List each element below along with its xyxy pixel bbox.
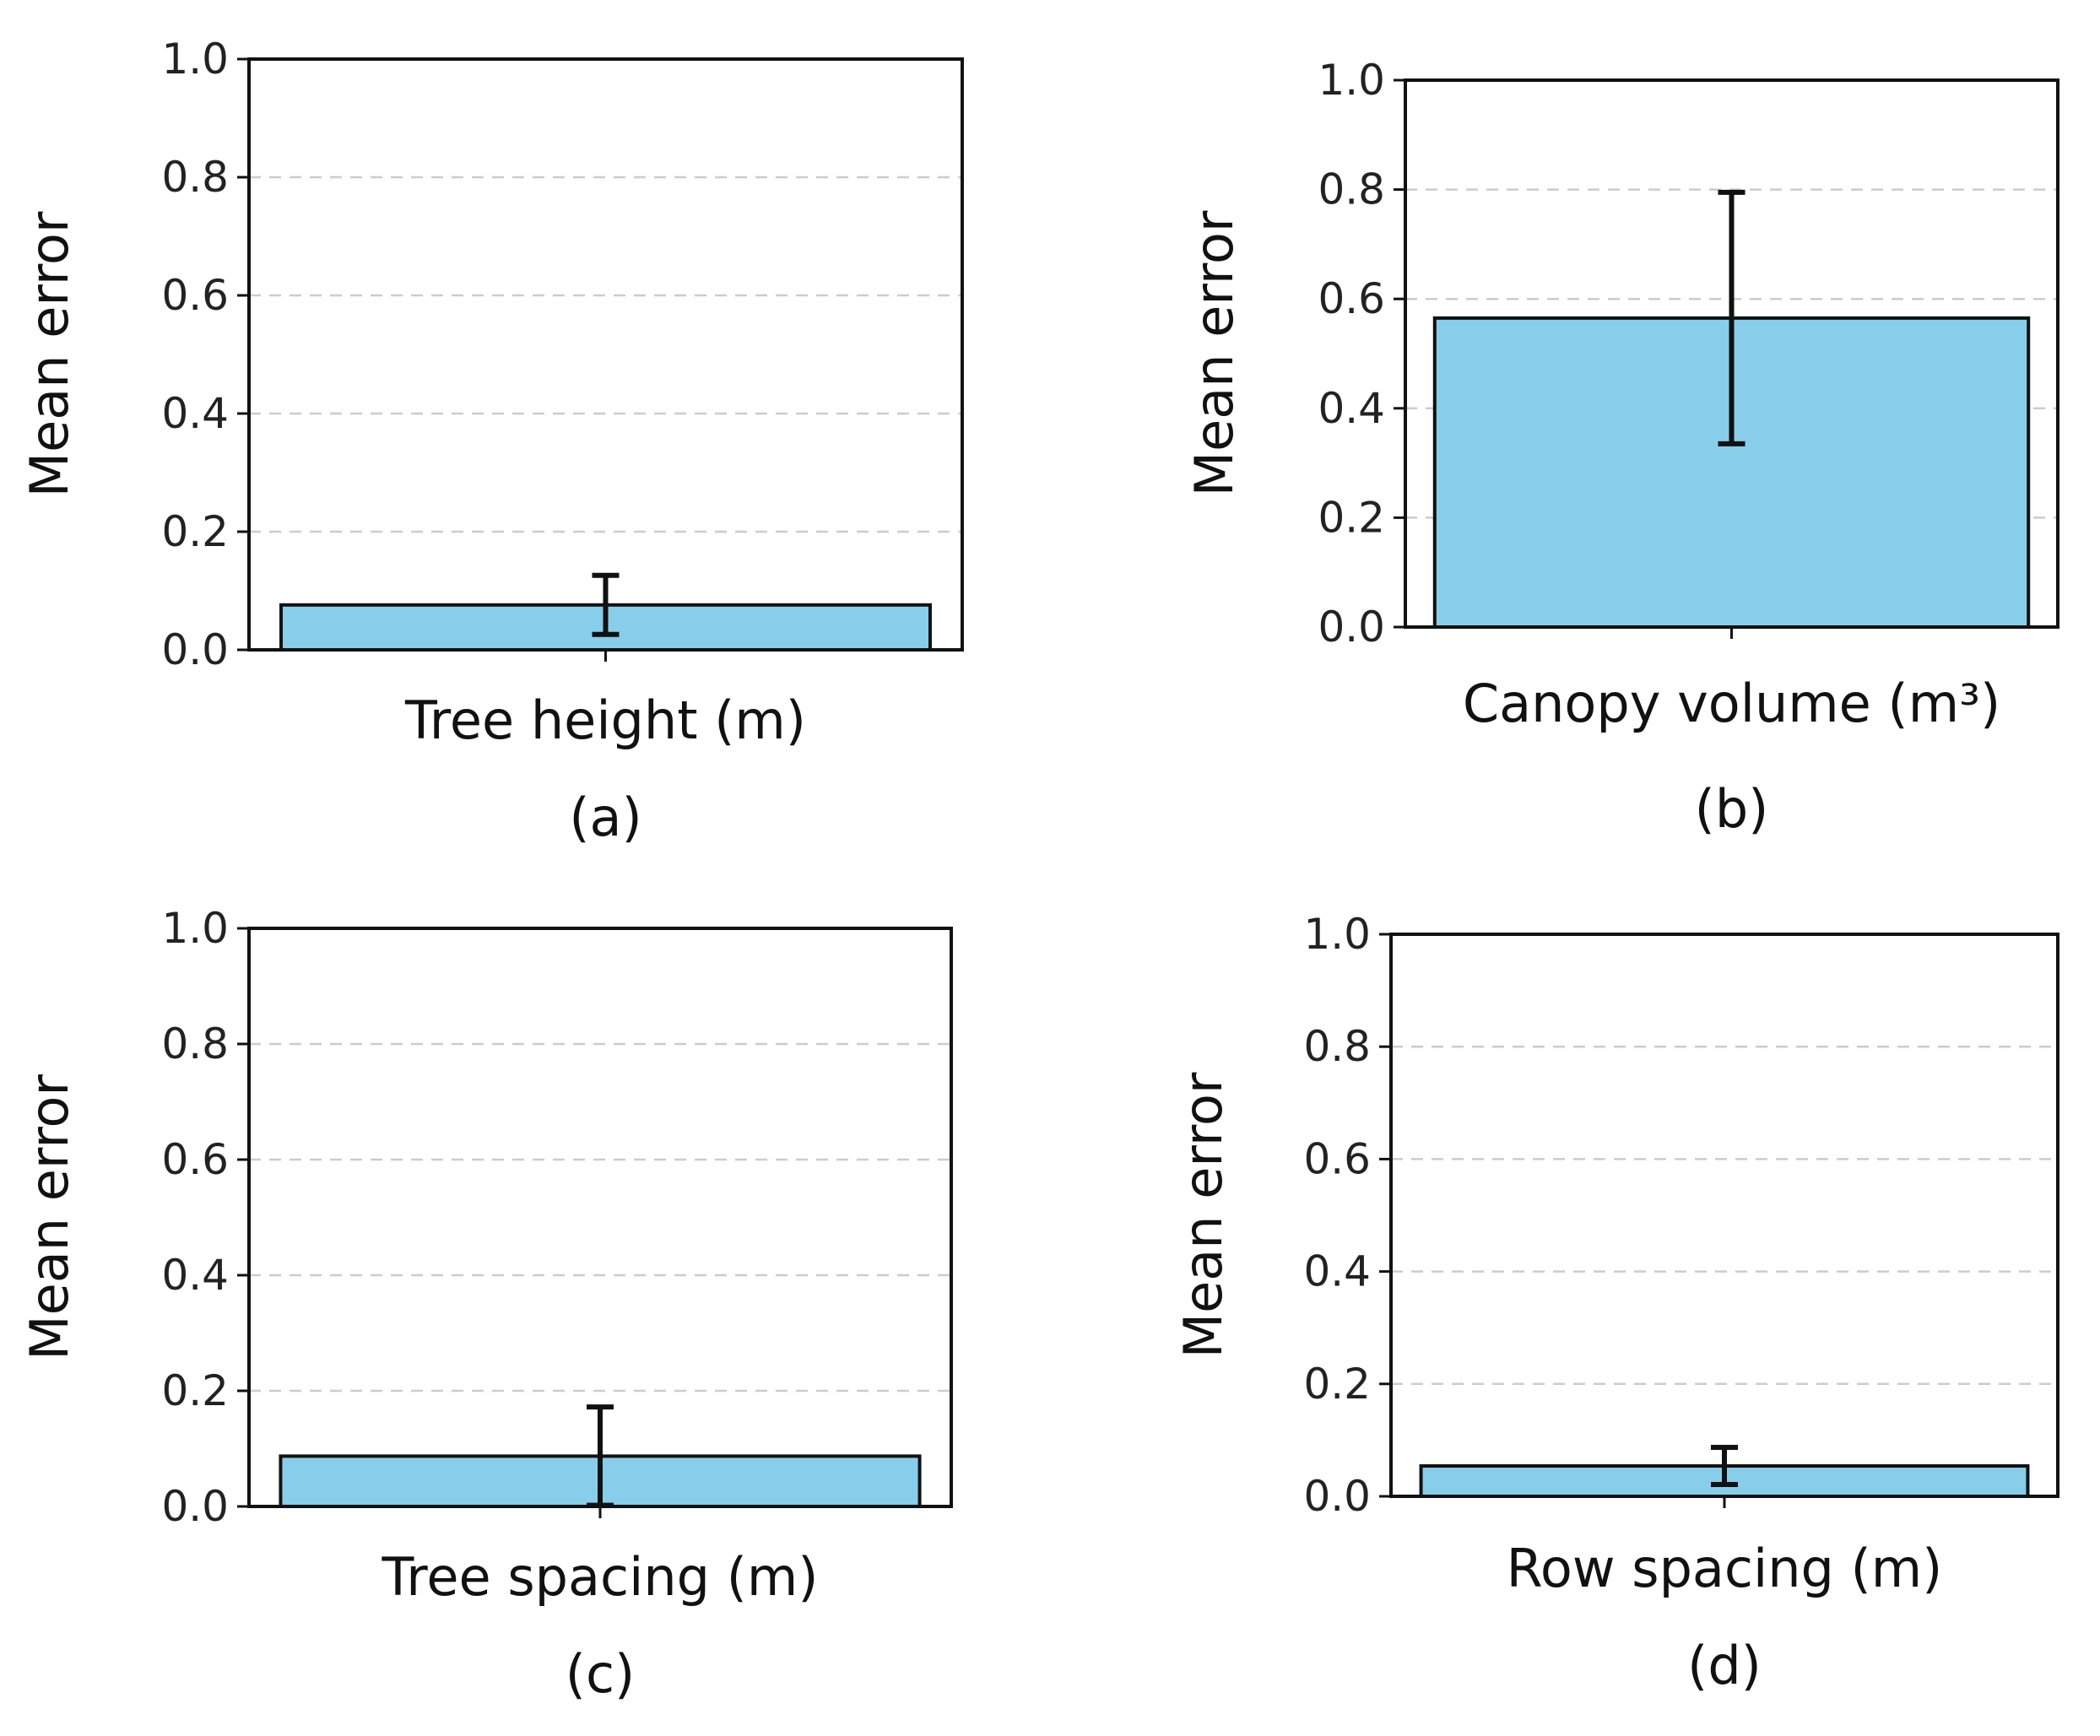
panel-b-ytick-label: 0.8 (1318, 165, 1385, 214)
panel-c-ytick-label: 0.4 (161, 1251, 229, 1300)
panel-a-ytick-label: 0.8 (161, 153, 229, 202)
panel-b-ytick-label: 0.6 (1318, 274, 1385, 323)
panel-d-ytick-label: 0.8 (1303, 1022, 1371, 1071)
panel-b-chart: 0.0 0.2 0.4 0.6 0.8 1.0 Mean error Canopy volum… (1183, 56, 2059, 840)
panel-d-ytick-label: 0.0 (1303, 1472, 1371, 1521)
panel-b-xlabel: Canopy volume (m³) (1463, 673, 2000, 734)
panel-d-ytick-label: 1.0 (1303, 910, 1371, 959)
panel-a-ylabel: Mean error (19, 211, 80, 497)
panel-a-caption: (a) (569, 787, 641, 848)
panel-d-ytick-label: 0.6 (1303, 1134, 1371, 1183)
panel-d-ylabel: Mean error (1172, 1072, 1234, 1358)
panel-b-ylabel: Mean error (1183, 210, 1245, 496)
panel-d-chart: 0.0 0.2 0.4 0.6 0.8 1.0 Mean error Row spacing … (1172, 910, 2059, 1696)
panel-b-ytick-label: 0.0 (1318, 603, 1385, 652)
panel-d-ytick-label: 0.4 (1303, 1247, 1371, 1296)
panel-a-axes-frame (247, 57, 964, 652)
panel-a-ytick-label: 0.6 (161, 271, 229, 320)
panel-a-xlabel: Tree height (m) (404, 690, 806, 751)
panel-a-ytick-label: 0.2 (161, 507, 229, 556)
panel-a-chart: 0.0 0.2 0.4 0.6 0.8 1.0 Mean error Tree height … (19, 35, 964, 848)
panel-d-axes-frame (1389, 933, 2059, 1498)
panel-c-caption: (c) (566, 1643, 635, 1705)
panel-c-ytick-label: 0.8 (161, 1019, 229, 1068)
panel-c-ylabel: Mean error (19, 1074, 80, 1360)
panel-c-ytick-label: 1.0 (161, 904, 229, 953)
panel-a-ytick-label: 0.0 (161, 625, 229, 674)
panel-b-ytick-label: 0.2 (1318, 493, 1385, 542)
panel-c-xlabel: Tree spacing (m) (382, 1546, 819, 1608)
panel-b-caption: (b) (1695, 778, 1769, 840)
panel-c-ytick-label: 0.6 (161, 1135, 229, 1184)
panel-a-ytick-label: 0.4 (161, 389, 229, 438)
panel-a-ytick-label: 1.0 (161, 35, 229, 84)
panel-b-ytick-label: 0.4 (1318, 384, 1385, 433)
panel-d-xlabel: Row spacing (m) (1507, 1538, 1943, 1599)
panel-d-ytick-label: 0.2 (1303, 1360, 1371, 1409)
panel-b-ytick-label: 1.0 (1318, 56, 1385, 105)
panel-c-chart: 0.0 0.2 0.4 0.6 0.8 1.0 Mean error Tree spacing… (19, 904, 953, 1705)
panel-d-caption: (d) (1687, 1635, 1762, 1696)
panel-c-ytick-label: 0.0 (161, 1482, 229, 1531)
panel-c-ytick-label: 0.2 (161, 1366, 229, 1415)
